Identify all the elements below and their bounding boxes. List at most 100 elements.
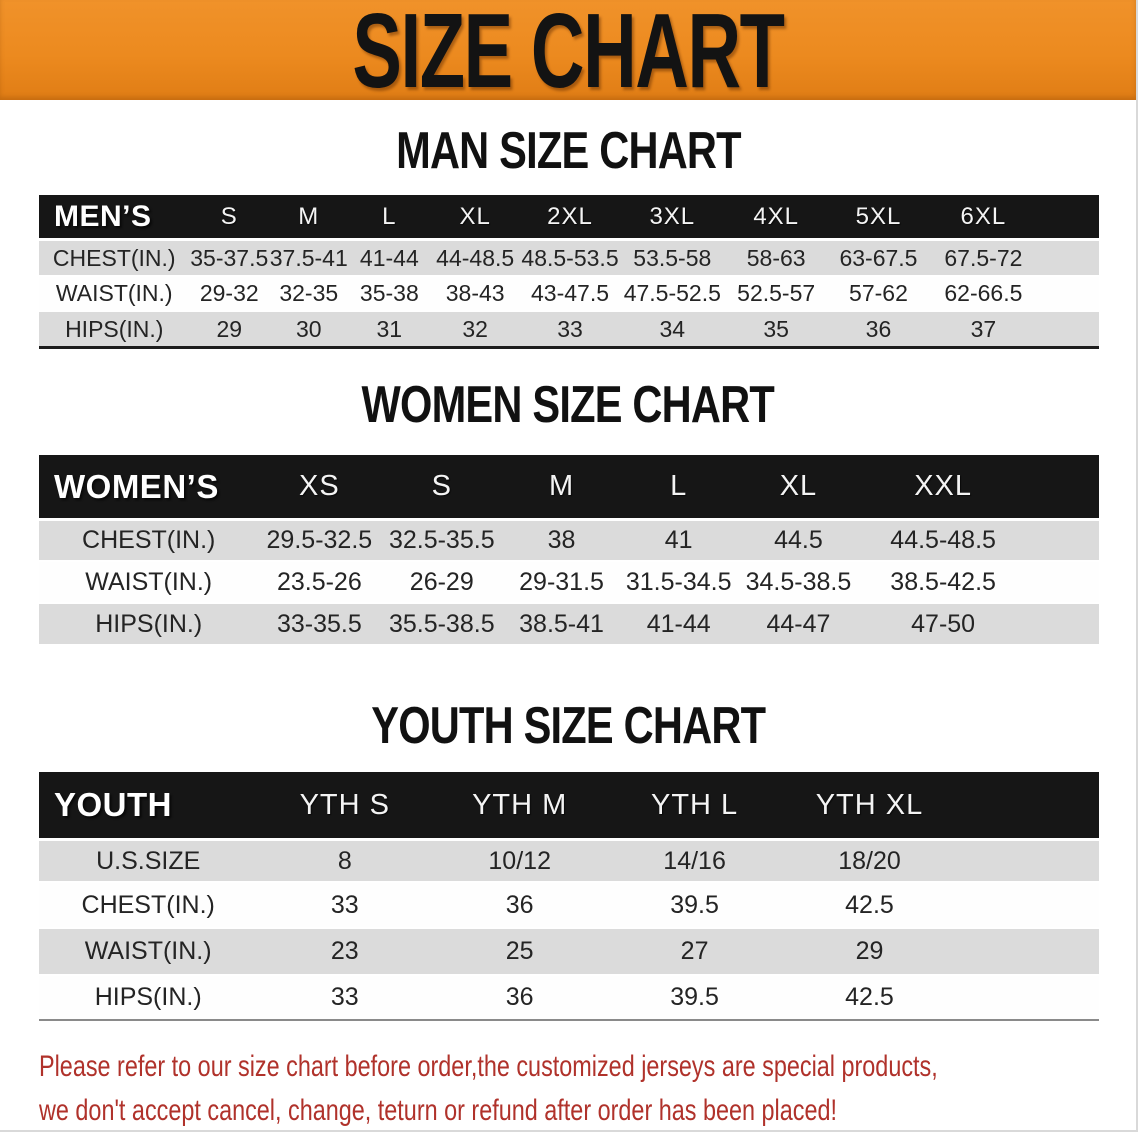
men-table-cell: 41-44 — [359, 244, 419, 271]
women-table-cell: 35.5-38.5 — [388, 609, 495, 638]
men-table-cell: 33 — [557, 315, 583, 342]
women-table-cell: 26-29 — [409, 567, 474, 596]
men-row-label: CHEST(IN.) — [52, 244, 176, 271]
youth-table-title: YOUTH — [54, 786, 172, 823]
disclaimer-line-1: Please refer to our size chart before or… — [39, 1050, 938, 1083]
women-table-header-row: WOMEN’S XS S M L XL XXL — [39, 455, 1099, 518]
youth-table-cell: 27 — [680, 937, 709, 965]
youth-column-header: YTH XL — [815, 788, 924, 821]
men-table-cell: 44-48.5 — [436, 244, 515, 271]
men-table-cell: 31 — [376, 315, 403, 342]
men-table-cell: 62-66.5 — [944, 280, 1023, 306]
men-table-cell: 35-38 — [359, 280, 419, 306]
women-table-cell: 38.5-42.5 — [890, 567, 996, 596]
youth-table-row: HIPS(IN.) 33 36 39.5 42.5 — [39, 976, 1099, 1019]
youth-size-table: YOUTH YTH S YTH M YTH L YTH XL U.S.SIZE 8 10/12… — [39, 772, 1099, 1021]
women-table-cell: 44.5 — [774, 526, 823, 554]
men-table-cell: 53.5-58 — [633, 244, 712, 271]
disclaimer-line-2: we don't accept cancel, change, teturn o… — [39, 1094, 837, 1127]
women-column-header: XS — [299, 470, 340, 502]
men-table-cell: 29-32 — [199, 280, 259, 306]
men-table-cell: 52.5-57 — [737, 280, 816, 306]
women-table-row: WAIST(IN.) 23.5-26 26-29 29-31.5 31.5-34.5 34… — [39, 562, 1099, 602]
youth-table-cell: 39.5 — [670, 890, 719, 919]
men-table-cell: 30 — [295, 315, 322, 342]
women-size-table: WOMEN’S XS S M L XL XXL CHEST(IN.) 29.5-32.5 32.5… — [39, 455, 1099, 644]
women-table-row: CHEST(IN.) 29.5-32.5 32.5-35.5 38 41 44.5 44.5… — [39, 521, 1099, 560]
women-column-header: L — [670, 470, 688, 502]
youth-table-cell: 42.5 — [845, 890, 894, 919]
men-column-header: 3XL — [649, 202, 696, 230]
youth-table-cell: 33 — [330, 983, 359, 1011]
men-table-cell: 29 — [216, 315, 243, 342]
men-table-row: HIPS(IN.) 29 30 31 32 33 34 35 36 37 — [39, 312, 1099, 346]
women-table-cell: 41-44 — [646, 609, 711, 638]
youth-table-cell: 33 — [330, 890, 359, 919]
youth-table-row: U.S.SIZE 8 10/12 14/16 18/20 — [39, 841, 1099, 881]
youth-table-cell: 36 — [505, 983, 534, 1011]
men-table-cell: 32 — [462, 315, 488, 342]
women-table-cell: 38 — [547, 526, 576, 554]
men-size-table: MEN’S S M L XL 2XL 3XL 4XL 5XL 6XL CHEST(IN.) 35-37… — [39, 195, 1099, 349]
women-table-cell: 31.5-34.5 — [625, 567, 732, 596]
men-table-row: CHEST(IN.) 35-37.5 37.5-41 41-44 44-48.5 48.5… — [39, 241, 1099, 275]
men-table-cell: 37 — [970, 315, 997, 342]
banner-title: SIZE CHART — [352, 0, 785, 110]
men-table-cell: 63-67.5 — [839, 244, 918, 271]
women-table-cell: 38.5-41 — [519, 609, 604, 638]
women-row-label: WAIST(IN.) — [85, 567, 213, 596]
women-table-cell: 33-35.5 — [276, 609, 362, 638]
youth-table-cell: 39.5 — [670, 983, 719, 1011]
youth-heading-text: YOUTH SIZE CHART — [371, 697, 766, 755]
youth-table-row: WAIST(IN.) 23 25 27 29 — [39, 929, 1099, 974]
men-column-header: 2XL — [547, 202, 593, 230]
men-table-cell: 35 — [763, 315, 789, 342]
men-column-header: L — [382, 202, 397, 230]
women-row-label: HIPS(IN.) — [95, 609, 203, 638]
youth-table-cell: 23 — [330, 937, 359, 965]
men-table-title: MEN’S — [54, 199, 152, 233]
women-table-cell: 29.5-32.5 — [266, 526, 373, 554]
women-column-header: M — [548, 470, 575, 502]
women-table-title: WOMEN’S — [54, 467, 219, 505]
women-table-cell: 23.5-26 — [276, 567, 362, 596]
women-column-header: XL — [779, 470, 818, 502]
youth-table-cell: 29 — [855, 937, 884, 965]
youth-table-row: CHEST(IN.) 33 36 39.5 42.5 — [39, 883, 1099, 927]
men-table-header-row: MEN’S S M L XL 2XL 3XL 4XL 5XL 6XL — [39, 195, 1099, 238]
men-table-cell: 43-47.5 — [531, 280, 610, 306]
women-table-cell: 44-47 — [766, 609, 831, 638]
women-heading-text: WOMEN SIZE CHART — [361, 376, 775, 434]
men-row-label: HIPS(IN.) — [65, 315, 164, 342]
youth-row-label: WAIST(IN.) — [84, 937, 212, 965]
banner: SIZE CHART — [0, 0, 1136, 110]
men-row-label: WAIST(IN.) — [55, 280, 173, 306]
youth-table-cell: 18/20 — [838, 846, 901, 875]
women-table-row: HIPS(IN.) 33-35.5 35.5-38.5 38.5-41 41-44 44-… — [39, 604, 1099, 644]
youth-column-header: YTH L — [650, 788, 739, 821]
men-table-cell: 48.5-53.5 — [521, 244, 619, 271]
men-column-header: S — [220, 202, 238, 230]
men-column-header: M — [298, 202, 320, 230]
women-table-cell: 41 — [664, 526, 693, 554]
men-table-row: WAIST(IN.) 29-32 32-35 35-38 38-43 43-47.5 47.… — [39, 277, 1099, 310]
youth-row-label: HIPS(IN.) — [94, 983, 202, 1011]
men-heading-text: MAN SIZE CHART — [395, 122, 741, 180]
youth-table-cell: 25 — [505, 937, 534, 965]
women-row-label: CHEST(IN.) — [82, 526, 216, 554]
men-column-header: 5XL — [855, 202, 902, 230]
men-table-cell: 57-62 — [849, 280, 908, 306]
men-table-cell: 32-35 — [279, 280, 339, 306]
men-table-cell: 37.5-41 — [269, 244, 348, 271]
women-table-cell: 32.5-35.5 — [388, 526, 495, 554]
men-section-heading: MAN SIZE CHART — [0, 125, 1136, 177]
youth-table-header-row: YOUTH YTH S YTH M YTH L YTH XL — [39, 772, 1099, 838]
youth-column-header: YTH M — [472, 788, 568, 821]
youth-column-header: YTH S — [299, 788, 390, 821]
men-column-header: XL — [459, 202, 491, 230]
women-table-cell: 44.5-48.5 — [890, 526, 996, 554]
men-table-cell: 47.5-52.5 — [623, 280, 721, 306]
women-table-cell: 34.5-38.5 — [745, 567, 852, 596]
women-section-heading: WOMEN SIZE CHART — [0, 379, 1136, 431]
